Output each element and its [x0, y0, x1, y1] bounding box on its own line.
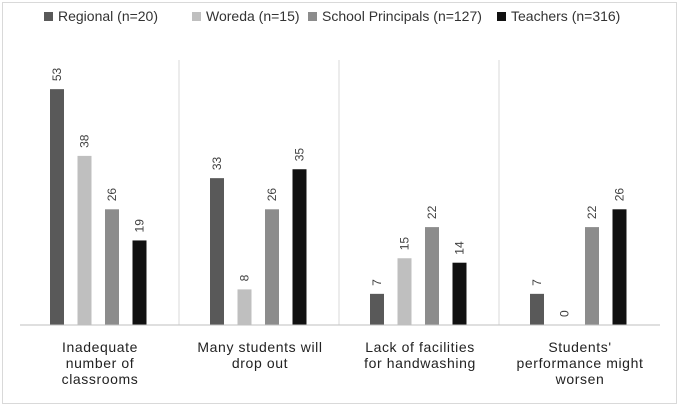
bar-2-1: [210, 178, 224, 325]
data-label-2-1: 33: [210, 156, 224, 170]
bars: [50, 89, 627, 326]
bar-4-3: [585, 227, 599, 325]
legend-label-1: Regional (n=20): [58, 8, 158, 24]
bar-1-3: [105, 209, 119, 325]
data-labels: 53 38 26 19 33 8 26 35 7 15 22 14 7 0 22 26: [50, 67, 627, 317]
legend-label-2: Woreda (n=15): [206, 8, 300, 24]
legend-swatch-3: [308, 12, 317, 21]
legend-swatch-4: [497, 12, 506, 21]
bar-2-3: [265, 209, 279, 325]
data-label-1-2: 38: [78, 134, 92, 148]
bar-3-3: [425, 227, 439, 325]
data-label-3-4: 14: [453, 241, 467, 255]
legend-swatch-2: [192, 12, 201, 21]
data-label-3-3: 22: [425, 205, 439, 219]
category-separators: [178, 60, 500, 325]
bar-1-1: [50, 89, 64, 326]
legend: Regional (n=20) Woreda (n=15) School Princ…: [44, 8, 620, 24]
data-label-3-1: 7: [370, 279, 384, 286]
category-label-1: Inadequate number of classrooms: [62, 339, 139, 387]
bar-2-4: [292, 169, 307, 325]
category-label-3: Lack of facilities for handwashing: [364, 339, 476, 371]
category-label-4: Students' performance might worsen: [517, 339, 644, 387]
bar-3-2: [397, 258, 412, 325]
bar-4-4: [612, 209, 627, 325]
bar-3-1: [370, 293, 384, 325]
data-label-4-2: 0: [558, 310, 572, 317]
bar-3-4: [452, 262, 467, 325]
data-label-4-1: 7: [530, 279, 544, 286]
data-label-1-1: 53: [50, 67, 64, 81]
bar-1-2: [77, 155, 92, 325]
data-label-2-2: 8: [238, 274, 252, 281]
legend-label-4: Teachers (n=316): [511, 8, 620, 24]
category-label-2: Many students will drop out: [197, 339, 322, 371]
data-label-1-4: 19: [133, 219, 147, 233]
bar-4-1: [530, 293, 544, 325]
bar-1-4: [132, 240, 147, 325]
data-label-2-4: 35: [293, 148, 307, 162]
legend-label-3: School Principals (n=127): [322, 8, 482, 24]
data-label-4-4: 26: [613, 188, 627, 202]
data-label-1-3: 26: [105, 188, 119, 202]
data-label-4-3: 22: [585, 205, 599, 219]
data-label-3-2: 15: [398, 237, 412, 251]
legend-swatch-1: [44, 12, 53, 21]
bar-2-2: [237, 289, 252, 325]
category-labels: Inadequate number of classrooms Many studen…: [62, 339, 644, 387]
data-label-2-3: 26: [265, 188, 279, 202]
